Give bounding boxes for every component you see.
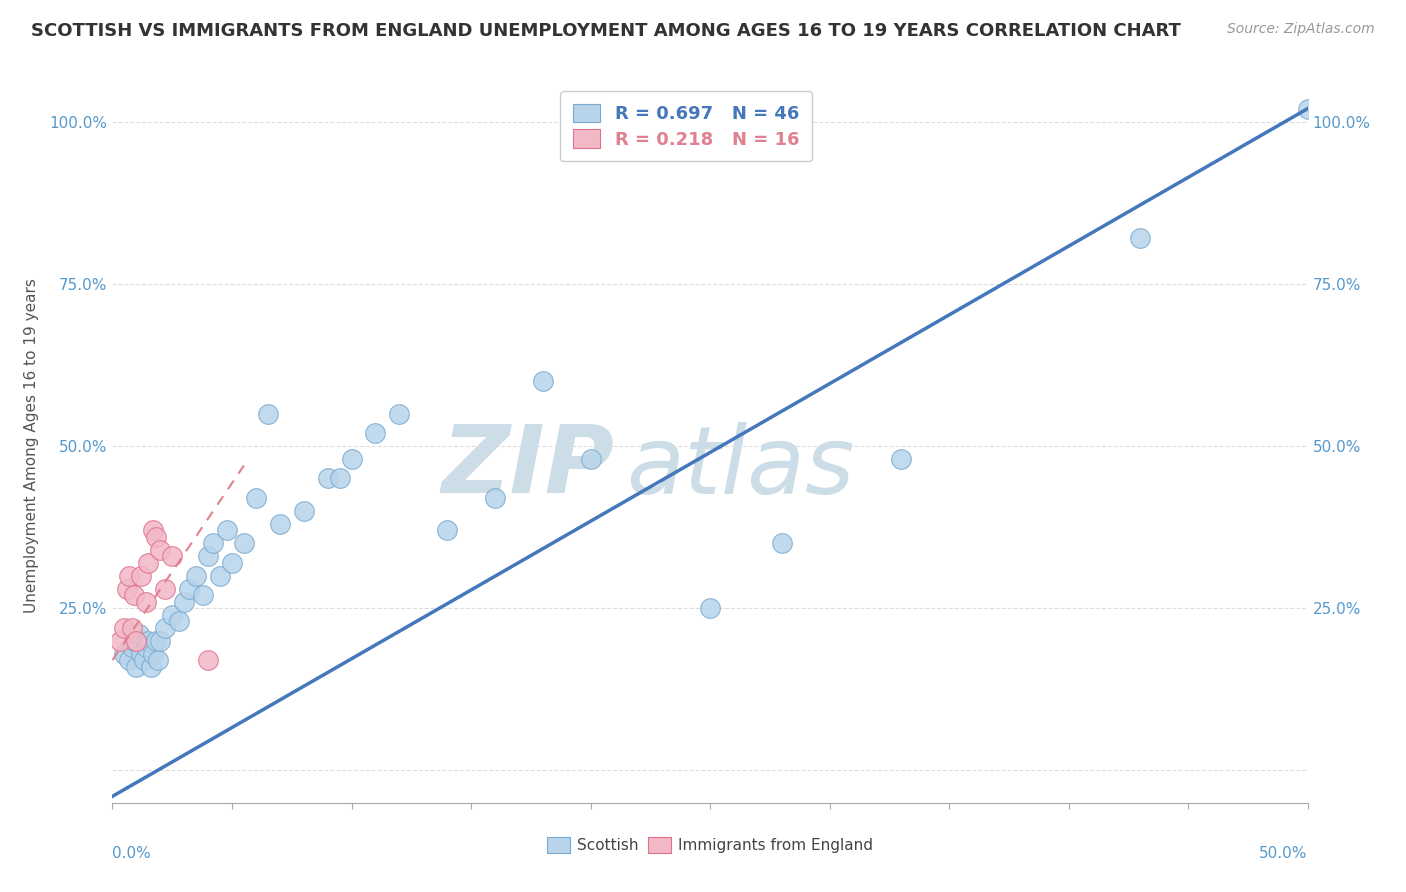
- Point: [436, 524, 458, 538]
- Point: [217, 524, 239, 538]
- Point: [1296, 102, 1319, 116]
- Point: [114, 647, 135, 661]
- Point: [132, 653, 155, 667]
- Point: [153, 621, 176, 635]
- Point: [122, 588, 145, 602]
- Point: [135, 595, 157, 609]
- Point: [169, 614, 191, 628]
- Point: [142, 524, 165, 538]
- Legend: Scottish, Immigrants from England: Scottish, Immigrants from England: [540, 831, 880, 859]
- Point: [197, 549, 219, 564]
- Point: [233, 536, 256, 550]
- Point: [531, 374, 554, 388]
- Point: [125, 659, 148, 673]
- Point: [699, 601, 721, 615]
- Point: [890, 452, 912, 467]
- Point: [329, 471, 352, 485]
- Point: [135, 640, 157, 654]
- Point: [149, 542, 172, 557]
- Text: 50.0%: 50.0%: [1260, 846, 1308, 861]
- Text: ZIP: ZIP: [441, 421, 614, 514]
- Point: [221, 556, 243, 570]
- Point: [162, 549, 183, 564]
- Point: [122, 633, 145, 648]
- Point: [146, 653, 169, 667]
- Point: [1129, 231, 1152, 245]
- Point: [153, 582, 176, 596]
- Point: [484, 491, 506, 505]
- Point: [173, 595, 195, 609]
- Text: Source: ZipAtlas.com: Source: ZipAtlas.com: [1227, 22, 1375, 37]
- Point: [118, 653, 141, 667]
- Y-axis label: Unemployment Among Ages 16 to 19 years: Unemployment Among Ages 16 to 19 years: [24, 278, 38, 614]
- Point: [388, 407, 411, 421]
- Point: [138, 633, 160, 648]
- Point: [145, 530, 167, 544]
- Text: 0.0%: 0.0%: [112, 846, 152, 861]
- Point: [193, 588, 215, 602]
- Point: [292, 504, 315, 518]
- Point: [579, 452, 602, 467]
- Point: [139, 659, 162, 673]
- Point: [115, 582, 138, 596]
- Point: [121, 621, 143, 635]
- Point: [257, 407, 280, 421]
- Point: [201, 536, 224, 550]
- Point: [177, 582, 200, 596]
- Point: [364, 425, 387, 440]
- Point: [186, 568, 208, 582]
- Point: [149, 633, 172, 648]
- Point: [128, 627, 150, 641]
- Point: [114, 621, 135, 635]
- Point: [142, 647, 165, 661]
- Point: [340, 452, 363, 467]
- Point: [118, 568, 141, 582]
- Point: [138, 556, 160, 570]
- Point: [269, 516, 291, 531]
- Point: [245, 491, 267, 505]
- Point: [162, 607, 183, 622]
- Point: [129, 568, 152, 582]
- Point: [316, 471, 339, 485]
- Point: [108, 633, 131, 648]
- Point: [125, 633, 148, 648]
- Point: [197, 653, 219, 667]
- Text: atlas: atlas: [627, 422, 855, 513]
- Point: [121, 640, 143, 654]
- Point: [209, 568, 232, 582]
- Point: [145, 633, 167, 648]
- Text: SCOTTISH VS IMMIGRANTS FROM ENGLAND UNEMPLOYMENT AMONG AGES 16 TO 19 YEARS CORRE: SCOTTISH VS IMMIGRANTS FROM ENGLAND UNEM…: [31, 22, 1181, 40]
- Point: [129, 647, 152, 661]
- Point: [770, 536, 793, 550]
